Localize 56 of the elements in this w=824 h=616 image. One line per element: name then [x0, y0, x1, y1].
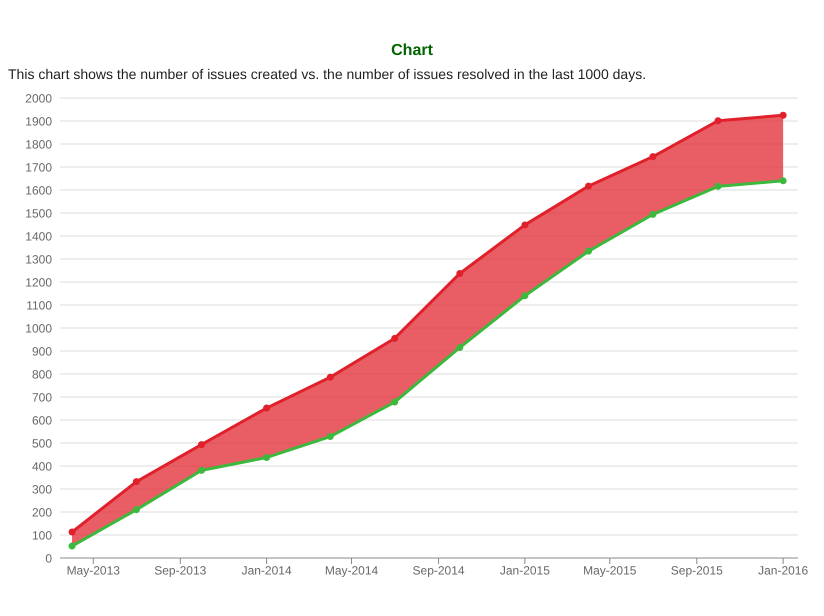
x-tick-label: Sep-2013 — [154, 564, 207, 578]
point — [521, 221, 528, 228]
point — [132, 478, 140, 486]
point — [391, 334, 398, 342]
y-tick-label: 1400 — [25, 229, 52, 244]
point — [326, 433, 334, 440]
point — [585, 182, 592, 190]
y-tick-label: 2000 — [25, 91, 52, 106]
point — [521, 292, 528, 300]
y-tick-label: 100 — [32, 528, 52, 542]
x-tick-label: May-2015 — [583, 564, 637, 578]
point — [714, 117, 722, 124]
point — [456, 344, 464, 352]
point — [585, 248, 592, 255]
point — [68, 542, 76, 550]
y-tick-label: 1200 — [25, 275, 52, 290]
point — [714, 182, 722, 190]
y-tick-label: 300 — [32, 482, 52, 496]
x-tick-label: May-2013 — [66, 564, 120, 578]
y-tick-label: 1700 — [25, 160, 52, 174]
y-tick-label: 700 — [32, 390, 52, 404]
y-tick-label: 1600 — [25, 183, 52, 198]
y-tick-label: 600 — [32, 413, 52, 428]
point — [263, 404, 270, 412]
y-tick-label: 1000 — [25, 321, 52, 336]
y-tick-label: 900 — [32, 344, 52, 358]
chart-subtitle: This chart shows the number of issues created vs. the number of issues resolved in the last 1000 days. — [8, 66, 648, 82]
point — [132, 506, 140, 514]
y-tick-label: 1500 — [25, 206, 52, 220]
x-tick-label: Jan-2015 — [500, 564, 550, 578]
point — [198, 466, 206, 474]
y-tick-label: 500 — [32, 436, 52, 450]
point — [649, 153, 656, 160]
x-tick-label: May-2014 — [324, 564, 379, 578]
point — [780, 177, 787, 184]
x-tick-label: Sep-2014 — [412, 564, 465, 578]
point — [649, 210, 656, 218]
point — [198, 441, 206, 448]
chart-title: Chart — [390, 42, 434, 60]
point — [391, 398, 398, 406]
y-tick-label: 1800 — [25, 137, 52, 152]
y-tick-label: 0 — [45, 551, 52, 566]
y-tick-label: 1900 — [25, 114, 52, 128]
point — [68, 528, 76, 536]
x-tick-label: Sep-2015 — [670, 564, 724, 578]
x-tick-label: Jan-2014 — [242, 564, 292, 578]
point — [263, 454, 270, 461]
y-tick-label: 400 — [32, 459, 52, 474]
point — [780, 112, 787, 119]
y-tick-label: 1100 — [26, 298, 52, 312]
point — [326, 374, 334, 381]
y-tick-label: 800 — [32, 367, 52, 382]
y-tick-label: 200 — [32, 505, 52, 520]
point — [456, 270, 464, 277]
y-tick-label: 1300 — [25, 252, 52, 266]
x-tick-label: Jan-2016 — [758, 564, 808, 578]
